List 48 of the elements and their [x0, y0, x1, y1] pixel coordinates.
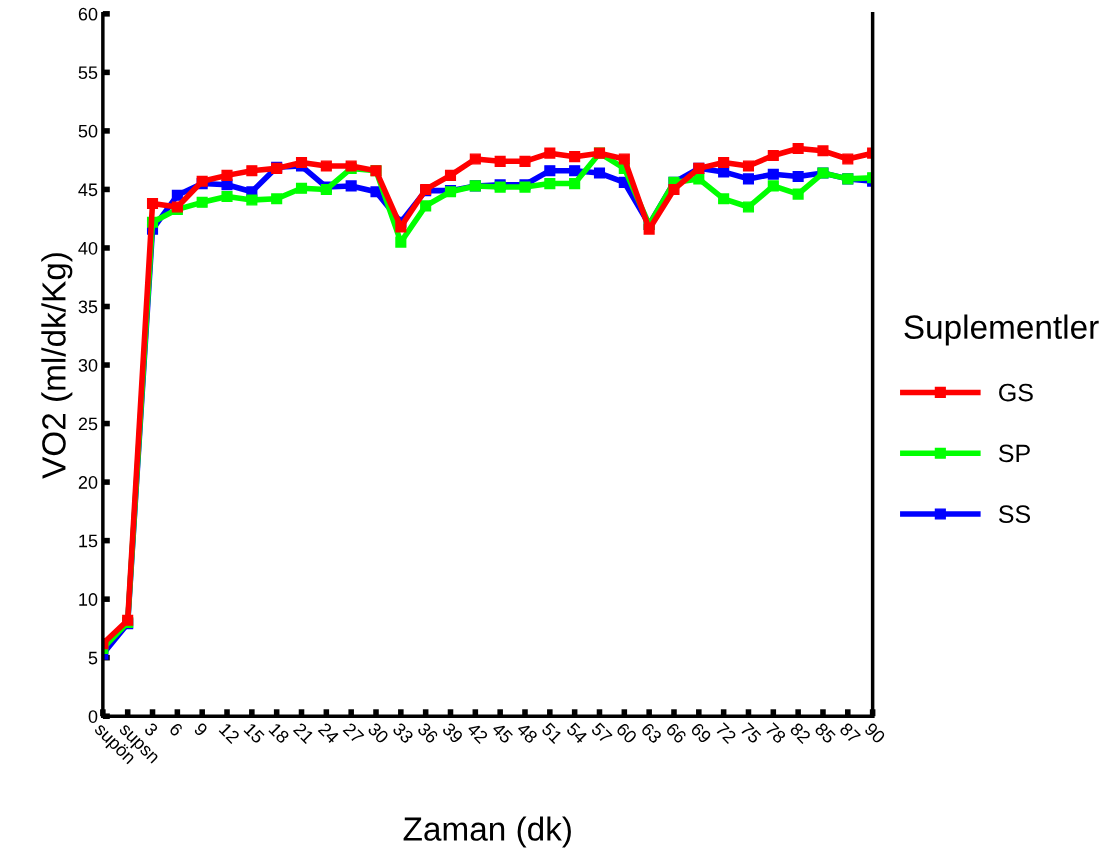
y-tick-label: 15: [79, 534, 98, 548]
y-axis-title: VO2 (ml/dk/Kg): [41, 253, 73, 479]
x-tick-label: 87: [838, 721, 862, 745]
x-tick-label: 69: [690, 722, 713, 745]
x-tick-label: 82: [789, 721, 812, 745]
x-tick-label: 57: [590, 722, 613, 745]
legend-label: GS: [999, 383, 1033, 402]
x-tick-label: 27: [342, 722, 365, 744]
x-tick-label: 30: [367, 721, 390, 745]
legend-label: SS: [998, 505, 1031, 524]
x-tick-label: 6: [168, 722, 184, 737]
legend-label: SP: [998, 444, 1030, 463]
x-tick-label: 42: [466, 721, 489, 744]
x-tick-label: 75: [739, 722, 762, 745]
x-tick-label: 60: [615, 722, 638, 745]
y-tick-label: 45: [78, 183, 98, 197]
x-tick-label: 21: [292, 722, 315, 744]
x-tick-label: 63: [640, 722, 663, 745]
legend-title: Suplementler: [904, 314, 1099, 346]
x-tick-label: 24: [317, 722, 340, 745]
y-tick-label: 30: [78, 358, 98, 372]
x-tick-label: 48: [515, 721, 539, 745]
y-tick-label: 35: [78, 300, 98, 314]
x-tick-label: 18: [268, 722, 290, 745]
x-tick-label: 78: [764, 722, 787, 745]
x-tick-label: 90: [863, 722, 886, 745]
x-tick-label: 9: [193, 722, 209, 737]
x-tick-label: 39: [441, 721, 464, 745]
y-tick-label: 40: [78, 241, 98, 255]
y-tick-label: 0: [88, 710, 98, 723]
x-tick-label: 51: [540, 722, 563, 745]
x-tick-label: 72: [715, 722, 737, 744]
x-tick-label: 12: [218, 722, 241, 744]
y-tick-label: 55: [78, 66, 98, 80]
y-tick-label: 25: [78, 417, 98, 431]
x-tick-label: 85: [814, 721, 837, 745]
y-tick-label: 20: [78, 476, 98, 489]
x-tick-label: 36: [416, 721, 439, 745]
y-tick-label: 5: [88, 651, 98, 665]
y-tick-label: 10: [79, 593, 98, 606]
x-tick-label: 54: [565, 722, 589, 745]
y-tick-label: 50: [78, 124, 98, 138]
x-tick-label: 66: [665, 722, 688, 745]
x-axis-title: Zaman (dk): [403, 816, 571, 848]
x-tick-label: 33: [391, 721, 415, 745]
y-tick-label: 60: [78, 7, 98, 21]
x-tick-label: 15: [243, 722, 266, 745]
x-tick-label: 45: [491, 721, 514, 745]
